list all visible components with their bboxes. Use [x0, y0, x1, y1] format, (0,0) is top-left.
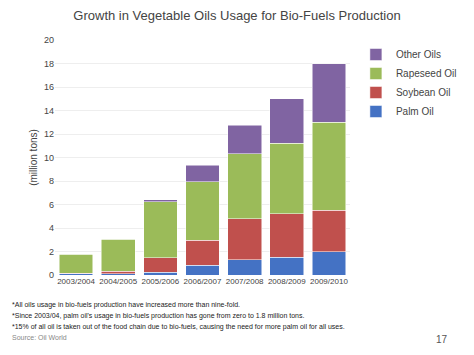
- svg-text:2003/2004: 2003/2004: [57, 277, 95, 286]
- svg-text:8: 8: [49, 176, 54, 186]
- svg-text:Other Oils: Other Oils: [396, 49, 441, 60]
- svg-text:Soybean Oil: Soybean Oil: [396, 87, 450, 98]
- svg-text:10: 10: [44, 153, 54, 163]
- svg-text:2007/2008: 2007/2008: [226, 277, 264, 286]
- svg-text:*Since 2003/04, palm oil's usa: *Since 2003/04, palm oil's usage in bio-…: [12, 312, 304, 320]
- svg-text:Growth in Vegetable Oils Usage: Growth in Vegetable Oils Usage for Bio-F…: [73, 8, 400, 23]
- svg-text:0: 0: [49, 270, 54, 280]
- svg-text:*15% of all oil is taken out o: *15% of all oil is taken out of the food…: [12, 323, 345, 331]
- svg-text:*All oils usage in bio-fuels p: *All oils usage in bio-fuels production …: [12, 301, 240, 309]
- svg-text:Rapeseed Oil: Rapeseed Oil: [396, 68, 457, 79]
- svg-text:2: 2: [49, 247, 54, 257]
- svg-text:14: 14: [44, 106, 54, 116]
- svg-text:2005/2006: 2005/2006: [141, 277, 179, 286]
- svg-text:2009/2010: 2009/2010: [310, 277, 348, 286]
- svg-text:2008/2009: 2008/2009: [268, 277, 306, 286]
- svg-text:Source: Oil World: Source: Oil World: [12, 334, 67, 341]
- svg-text:4: 4: [49, 223, 54, 233]
- svg-text:2004/2005: 2004/2005: [99, 277, 137, 286]
- svg-text:6: 6: [49, 200, 54, 210]
- svg-text:2006/2007: 2006/2007: [184, 277, 222, 286]
- svg-text:12: 12: [44, 129, 54, 139]
- svg-text:16: 16: [44, 82, 54, 92]
- svg-text:20: 20: [44, 35, 54, 45]
- svg-text:Palm Oil: Palm Oil: [396, 106, 434, 117]
- svg-text:(million tons): (million tons): [28, 129, 39, 186]
- svg-text:17: 17: [436, 334, 448, 345]
- svg-text:18: 18: [44, 59, 54, 69]
